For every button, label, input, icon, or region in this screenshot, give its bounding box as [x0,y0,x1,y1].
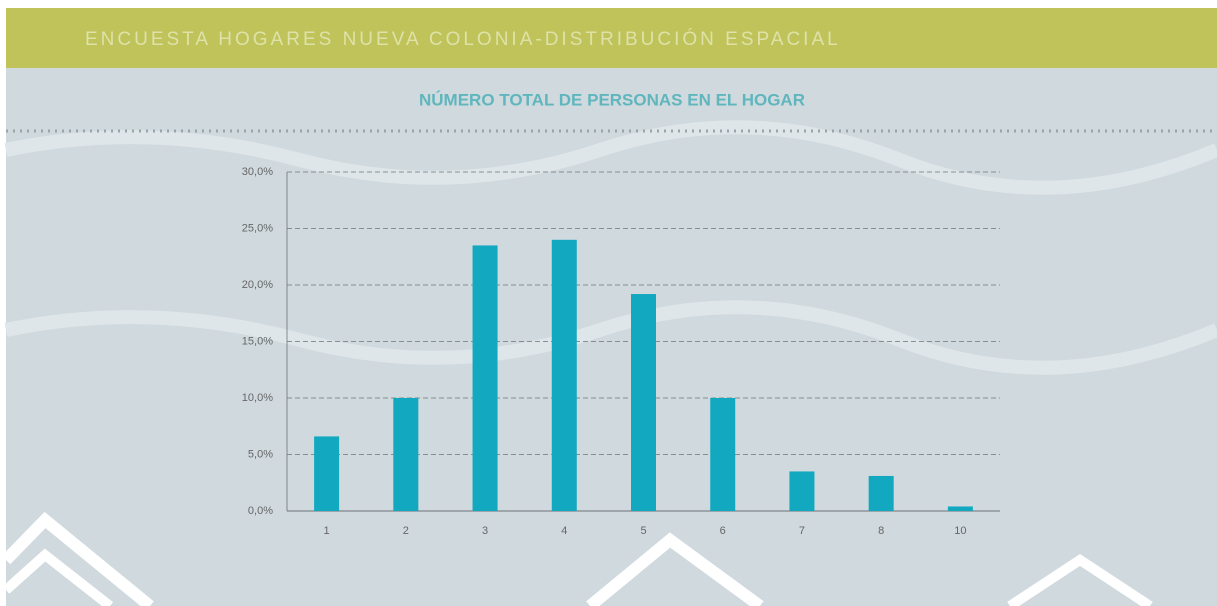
x-tick-label: 3 [482,525,488,537]
bar [789,471,815,511]
pattern [4,300,1217,375]
banner-title: ENCUESTA HOGARES NUEVA COLONIA-DISTRIBUC… [85,28,841,50]
bar [393,398,419,511]
bar [631,294,656,511]
x-tick-label: 7 [799,525,805,537]
x-tick-label: 5 [640,525,646,537]
x-tick-label: 2 [403,525,409,537]
bar [551,239,577,512]
decoration [586,532,764,606]
y-tick-label: 30,0% [242,166,273,178]
bar [314,436,340,511]
y-tick-label: 5,0% [248,448,273,460]
decoration [1,511,154,606]
plot: 0,0% 5,0% 10,0% 15,0% 20,0% 25,0% 30,0% 1 2 3 4 5 6 7… [242,166,1000,537]
bar [947,506,973,511]
bar [710,398,736,511]
bar [472,245,498,511]
y-tick-label: 20,0% [242,279,273,291]
x-tick-label: 10 [954,525,966,537]
banner [6,8,1217,68]
decoration [1007,554,1153,606]
x-tick-label: 1 [324,525,330,537]
x-tick-label: 6 [720,525,726,537]
background [6,8,1217,606]
pattern [4,120,1217,195]
y-tick-label: 15,0% [242,335,273,347]
chart-title: NÚMERO TOTAL DE PERSONAS EN EL HOGAR [419,90,805,109]
x-tick-label: 8 [878,525,884,537]
y-tick-label: 25,0% [242,222,273,234]
y-tick-label: 10,0% [242,392,273,404]
x-tick-label: 4 [561,525,567,537]
bar [868,475,894,511]
y-tick-label: 0,0% [248,505,273,517]
decoration [2,548,114,606]
